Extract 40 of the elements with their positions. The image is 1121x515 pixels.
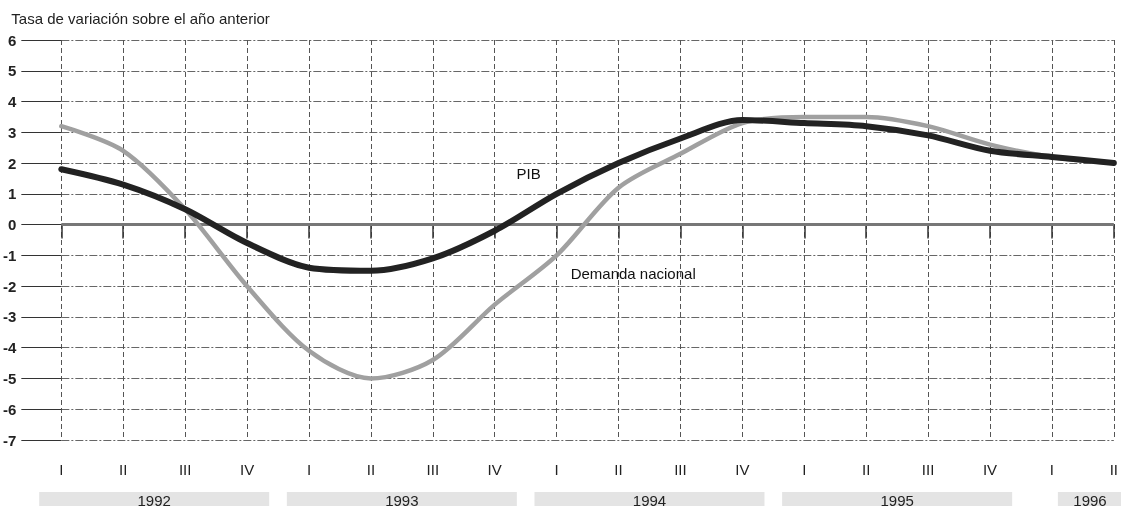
y-tick-label: -2: [2, 277, 17, 295]
y-tick-label: -4: [2, 339, 17, 357]
x-tick-label: IV: [735, 461, 750, 478]
y-tick-label: 0: [7, 216, 17, 234]
x-tick-label: I: [554, 461, 559, 478]
series-label: Demanda nacional: [570, 264, 696, 282]
y-tick-label: -3: [2, 308, 17, 326]
x-tick-label: III: [921, 461, 935, 478]
x-tick-label: III: [178, 461, 192, 478]
y-tick-label: -1: [2, 246, 17, 264]
x-tick-label: III: [674, 461, 687, 478]
y-tick-label: 2: [7, 154, 17, 172]
text: 1992: [137, 491, 171, 509]
x-tick-label: IV: [487, 461, 502, 478]
y-tick-label: 4: [7, 93, 17, 111]
y-tick-label: -7: [2, 431, 17, 449]
text: 1994: [632, 491, 667, 509]
x-tick-label: II: [862, 461, 871, 478]
text: 1993: [385, 491, 419, 509]
series-label: PIB: [516, 165, 541, 183]
x-tick-label: I: [59, 461, 64, 478]
y-tick-label: -6: [2, 400, 17, 418]
y-tick-label: 6: [7, 31, 17, 49]
text: 1995: [880, 491, 914, 509]
x-tick-label: II: [1109, 461, 1118, 478]
x-tick-label: II: [366, 461, 376, 478]
y-tick-label: -5: [2, 369, 17, 387]
y-axis-title: Tasa de variación sobre el año anterior: [11, 10, 270, 27]
x-tick-label: I: [802, 461, 807, 478]
y-tick-label: 5: [7, 62, 17, 80]
text: 1996: [1073, 491, 1107, 509]
x-tick-label: I: [306, 461, 312, 478]
y-tick-label: 3: [7, 123, 17, 141]
y-tick-label: 1: [7, 185, 17, 203]
x-tick-label: III: [426, 461, 440, 478]
x-tick-label: IV: [239, 461, 255, 478]
x-tick-label: II: [614, 461, 623, 478]
x-tick-label: IV: [982, 461, 998, 478]
x-tick-label: I: [1049, 461, 1055, 478]
x-tick-label: II: [119, 461, 128, 478]
